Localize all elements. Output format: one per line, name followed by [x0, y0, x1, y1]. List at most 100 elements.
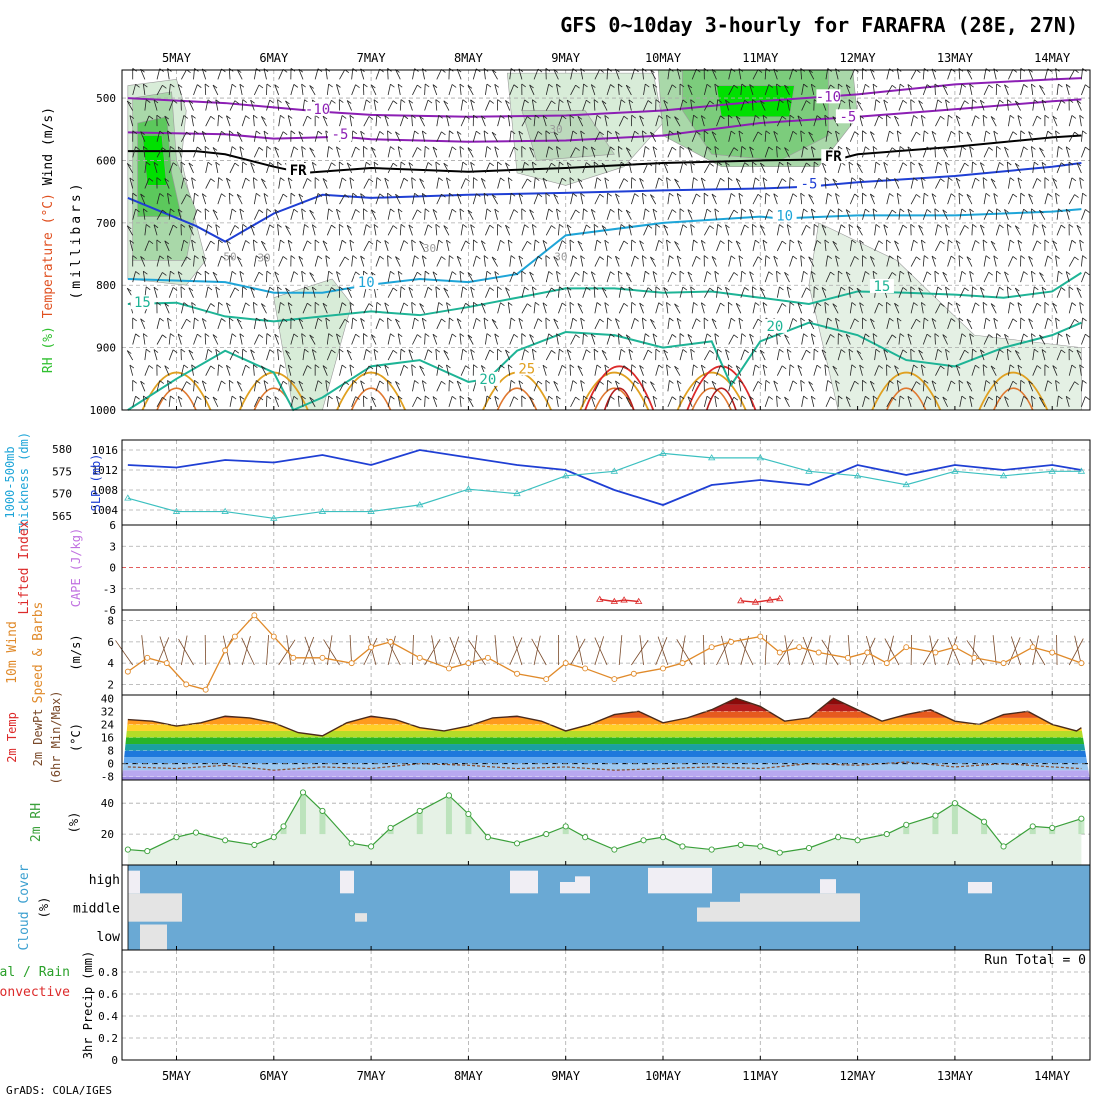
wind-barb [351, 209, 356, 220]
wind-barb [360, 131, 365, 142]
wind-barb [749, 209, 754, 220]
wind-barb-flag [762, 115, 768, 119]
wind-barb-flag [808, 318, 813, 323]
precip-legend-total: Total / Rain [0, 965, 70, 980]
wind-barb [1006, 286, 1009, 298]
wind-barb-flag [658, 177, 663, 182]
wind-barb [505, 349, 511, 361]
wind-barb [363, 178, 370, 189]
wind-barb [432, 396, 438, 408]
wind-barb [810, 396, 815, 407]
wind-barb [667, 147, 673, 158]
wind-barb [764, 380, 767, 392]
wind-barb [156, 193, 161, 205]
wind-barb [862, 333, 866, 345]
wind-barb-flag [709, 287, 714, 292]
cloud-row-label: low [97, 930, 121, 945]
wind-barb-flag [1055, 192, 1060, 197]
wind-barb [397, 396, 401, 407]
wind-barb [920, 240, 924, 251]
wind-barb-flag [848, 99, 854, 103]
wind-barb-flag [993, 193, 999, 197]
wind-barb-flag [287, 177, 293, 182]
wind-barb-flag [521, 83, 526, 88]
wind-barb-flag [891, 334, 897, 339]
wind-barb [236, 318, 243, 330]
wind-barb-flag [964, 349, 969, 354]
wind-barb [193, 396, 198, 408]
wind-barb-flag [687, 146, 693, 151]
wind-barb-flag [226, 364, 231, 369]
wind-barb-flag [438, 114, 443, 119]
wind-barb-flag [529, 396, 534, 401]
wind-barb-flag [312, 286, 317, 291]
wind-barb-flag [1028, 255, 1033, 260]
wind-barb-flag [446, 239, 451, 244]
wind-barb-flag [703, 130, 709, 135]
wind-barb-flag [950, 318, 956, 322]
wind-barb-flag [1055, 317, 1060, 322]
wind-barb-flag [931, 193, 937, 197]
wind-barb-10m [929, 635, 936, 666]
wind-barb-flag [1007, 286, 1012, 291]
wind-barb-flag [229, 192, 234, 197]
wind-barb-flag [435, 99, 441, 103]
wind-barb-flag [859, 239, 864, 244]
wind-barb-flag [363, 83, 368, 88]
wind-barb-flag [529, 271, 534, 276]
wind-barb-flag [221, 380, 226, 385]
wind-barb-flag [1039, 209, 1044, 214]
wind-barb [399, 224, 402, 236]
wind-barb-10m [764, 635, 768, 666]
wind-barb-flag [733, 209, 739, 214]
wind-speed-marker [290, 654, 297, 661]
wind-barb-flag [714, 333, 720, 337]
wind-barb [188, 100, 194, 111]
wind-barb [910, 318, 917, 330]
wind-barb-10m [966, 640, 985, 666]
wind-barb-flag [701, 177, 706, 182]
wind-barb [922, 317, 925, 329]
wind-barb [983, 193, 987, 205]
wind-barb [351, 380, 354, 392]
wind-barb-flag [916, 131, 921, 136]
wind-barb-flag [921, 239, 926, 244]
wind-barb [156, 147, 163, 158]
wind-barb-flag [432, 84, 438, 88]
wind-barb-flag [328, 270, 333, 275]
wind-barb [485, 100, 491, 111]
wind-barb-flag [218, 239, 223, 244]
wind-barb [907, 396, 912, 407]
wind-barb-flag [830, 209, 835, 213]
wind-barb [922, 146, 928, 158]
wind-barb [1041, 162, 1046, 174]
wind-barb-flag [322, 115, 328, 120]
wind-barb-flag [376, 114, 382, 119]
rh-contour-label: 30 [257, 252, 270, 265]
wind-barb [617, 146, 620, 158]
wind-barb-flag [186, 256, 191, 261]
thickness-marker [513, 489, 521, 497]
wind-barb-flag [266, 83, 272, 88]
wind-barb-flag [422, 193, 427, 197]
wind-barb [700, 115, 705, 127]
wind-barb-flag [256, 317, 261, 322]
wind-barb-flag [631, 177, 637, 181]
wind-barb-flag [797, 302, 803, 307]
wind-barb-flag [838, 208, 843, 213]
wind-barb [704, 287, 711, 298]
wind-barb-flag [231, 270, 237, 275]
wind-barb [650, 319, 657, 330]
wind-barb-flag [889, 255, 894, 260]
temp-contour-30 [993, 387, 1034, 411]
wind-barb [505, 100, 511, 111]
wind-barb [862, 146, 866, 158]
rh-marker [854, 837, 861, 844]
wind-barb-flag [1009, 302, 1015, 306]
wind-speed-marker [1029, 644, 1036, 651]
wind-barb-flag [618, 146, 623, 150]
wind-barb-flag [537, 255, 543, 260]
wind-barb [470, 162, 474, 174]
wind-barb [239, 146, 243, 158]
wind-barb-flag [1076, 287, 1082, 291]
